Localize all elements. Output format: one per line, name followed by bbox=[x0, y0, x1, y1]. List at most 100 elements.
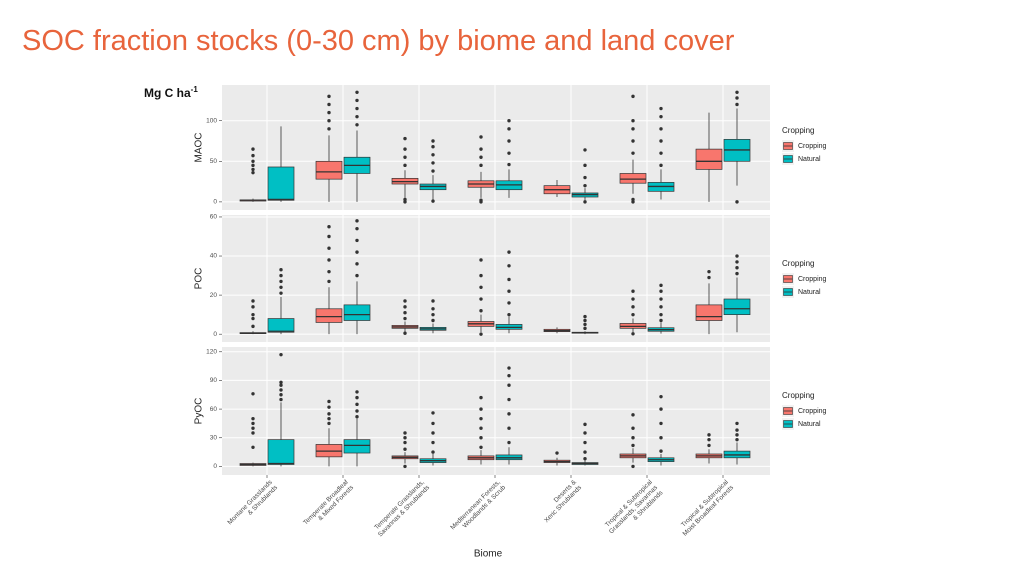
outlier bbox=[659, 127, 663, 131]
y-tick-label: 30 bbox=[210, 434, 218, 441]
outlier bbox=[355, 273, 359, 278]
legend-label: Natural bbox=[798, 156, 821, 163]
outlier bbox=[431, 153, 435, 157]
outlier bbox=[583, 175, 587, 180]
outlier bbox=[583, 148, 587, 152]
outlier bbox=[707, 275, 711, 280]
outlier bbox=[479, 273, 483, 278]
outlier bbox=[279, 279, 283, 284]
outlier bbox=[431, 450, 435, 454]
outlier bbox=[251, 324, 255, 329]
outlier bbox=[479, 426, 483, 430]
outlier bbox=[735, 254, 739, 258]
outlier bbox=[431, 299, 435, 303]
x-tick-label: Tropical & SubtropicalMoist Broadleaf Fo… bbox=[676, 478, 735, 537]
x-tick-label: Deserts &Xeric Shrublands bbox=[538, 478, 584, 524]
outlier bbox=[327, 94, 331, 99]
outlier bbox=[659, 283, 663, 288]
outlier bbox=[631, 305, 635, 309]
outlier bbox=[631, 127, 635, 131]
y-tick-label: 40 bbox=[210, 253, 218, 260]
box bbox=[343, 304, 371, 321]
outlier bbox=[431, 307, 435, 311]
legend-label: Cropping bbox=[798, 276, 827, 283]
outlier bbox=[355, 262, 359, 266]
outlier bbox=[659, 421, 663, 426]
outlier bbox=[707, 433, 711, 437]
outlier bbox=[479, 297, 483, 301]
outlier bbox=[659, 297, 663, 301]
outlier bbox=[279, 383, 283, 387]
outlier bbox=[507, 277, 511, 282]
outlier bbox=[279, 388, 283, 392]
x-tick-label: Montane Grasslands& Shrublands bbox=[226, 478, 279, 531]
outlier bbox=[507, 127, 511, 131]
box bbox=[695, 304, 723, 321]
outlier bbox=[507, 412, 511, 416]
outlier bbox=[479, 332, 483, 336]
outlier bbox=[403, 310, 407, 315]
unit-superscript: -1 bbox=[191, 85, 199, 94]
outlier bbox=[279, 352, 283, 357]
outlier bbox=[403, 464, 407, 469]
outlier bbox=[431, 411, 435, 415]
outlier bbox=[327, 102, 331, 107]
box bbox=[315, 160, 343, 180]
outlier bbox=[251, 153, 255, 158]
outlier bbox=[631, 426, 635, 430]
outlier bbox=[431, 431, 435, 435]
outlier bbox=[355, 123, 359, 127]
outlier bbox=[659, 305, 663, 309]
outlier bbox=[735, 90, 739, 95]
outlier bbox=[479, 445, 483, 449]
outlier bbox=[479, 285, 483, 289]
outlier bbox=[251, 312, 255, 317]
x-tick-label-line: Tropical & Subtropical bbox=[680, 478, 730, 528]
outlier bbox=[479, 198, 483, 202]
x-tick-label: Temperate Grasslands,Savannas & Shrublan… bbox=[371, 478, 431, 538]
outlier bbox=[327, 225, 331, 229]
outlier bbox=[479, 309, 483, 313]
outlier bbox=[631, 464, 635, 469]
outlier bbox=[403, 299, 407, 303]
y-tick-label: 90 bbox=[210, 377, 218, 384]
outlier bbox=[279, 380, 283, 385]
outlier bbox=[355, 415, 359, 419]
outlier bbox=[431, 312, 435, 317]
legend-title: Cropping bbox=[782, 126, 814, 135]
outlier bbox=[479, 258, 483, 262]
outlier bbox=[431, 421, 435, 426]
y-tick-label: 20 bbox=[210, 292, 218, 299]
outlier bbox=[355, 219, 359, 223]
outlier bbox=[735, 271, 739, 276]
outlier bbox=[327, 246, 331, 250]
outlier bbox=[735, 433, 739, 437]
outlier bbox=[659, 436, 663, 440]
outlier bbox=[583, 457, 587, 461]
legend-title: Cropping bbox=[782, 259, 814, 268]
outlier bbox=[583, 450, 587, 454]
outlier bbox=[659, 449, 663, 453]
box bbox=[315, 308, 343, 323]
box bbox=[695, 148, 723, 170]
outlier bbox=[251, 147, 255, 151]
outlier bbox=[355, 114, 359, 119]
outlier bbox=[403, 440, 407, 445]
box bbox=[267, 439, 295, 465]
y-tick-label: 100 bbox=[206, 117, 217, 124]
box bbox=[723, 298, 751, 315]
outlier bbox=[659, 407, 663, 411]
outlier bbox=[631, 297, 635, 301]
outlier bbox=[631, 312, 635, 317]
outlier bbox=[479, 163, 483, 168]
outlier bbox=[327, 269, 331, 274]
outlier bbox=[735, 102, 739, 107]
outlier bbox=[403, 305, 407, 309]
x-tick-label-line: Savannas & Shrublands bbox=[377, 483, 432, 538]
outlier bbox=[659, 163, 663, 168]
outlier bbox=[279, 268, 283, 272]
outlier bbox=[479, 407, 483, 411]
outlier bbox=[707, 437, 711, 442]
outlier bbox=[431, 440, 435, 445]
